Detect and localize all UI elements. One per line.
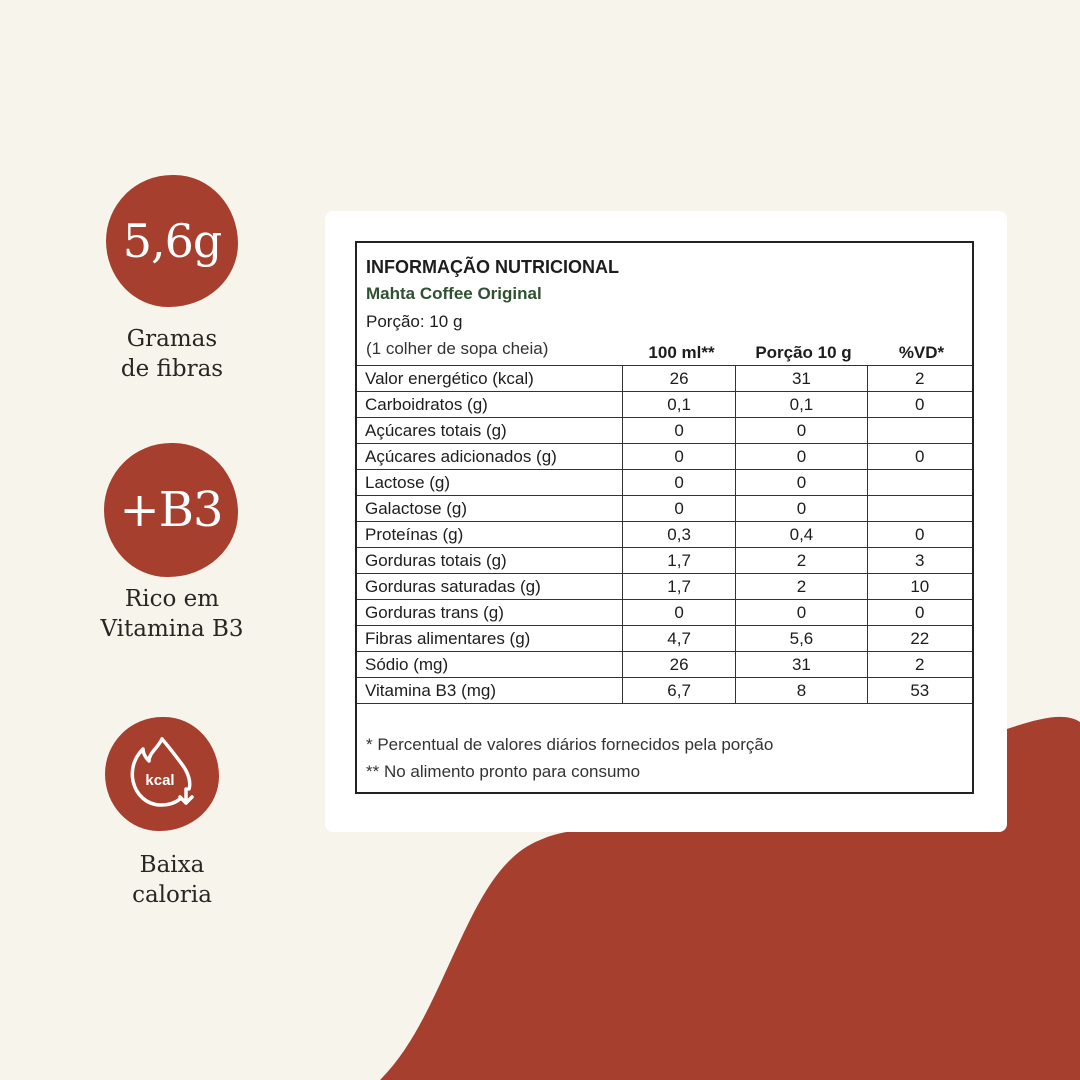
value-portion: 31 xyxy=(735,365,868,392)
value-100ml: 6,7 xyxy=(622,677,737,704)
table-row: Valor energético (kcal) 26 31 2 xyxy=(357,365,972,392)
column-header-vd: %VD* xyxy=(898,343,945,362)
nutrition-title: INFORMAÇÃO NUTRICIONAL xyxy=(366,257,619,277)
value-vd xyxy=(867,417,972,444)
nutrient-label: Açúcares totais (g) xyxy=(357,417,623,444)
table-row: Galactose (g) 0 0 xyxy=(357,495,972,522)
portion-measure: (1 colher de sopa cheia) xyxy=(366,339,549,358)
value-100ml: 26 xyxy=(622,365,737,392)
fiber-badge-value: 5,6g xyxy=(122,214,223,268)
nutrition-table: Valor energético (kcal) 26 31 2 Carboidratos… xyxy=(357,365,972,704)
value-vd: 2 xyxy=(867,365,972,392)
value-portion: 0,4 xyxy=(735,521,868,548)
table-row: Carboidratos (g) 0,1 0,1 0 xyxy=(357,391,972,418)
value-portion: 5,6 xyxy=(735,625,868,652)
nutrient-label: Gorduras totais (g) xyxy=(357,547,623,574)
table-row: Vitamina B3 (mg) 6,7 8 53 xyxy=(357,677,972,704)
table-row: Gorduras trans (g) 0 0 0 xyxy=(357,599,972,626)
flame-kcal-down-icon: kcal xyxy=(130,737,194,807)
value-vd: 53 xyxy=(867,677,972,704)
value-vd: 0 xyxy=(867,443,972,470)
fiber-badge: 5,6g xyxy=(106,175,238,307)
value-100ml: 0 xyxy=(622,417,737,444)
nutrient-label: Proteínas (g) xyxy=(357,521,623,548)
footnote-ready: ** No alimento pronto para consumo xyxy=(366,762,641,781)
b3-badge-value: +B3 xyxy=(119,482,223,538)
table-row: Lactose (g) 0 0 xyxy=(357,469,972,496)
value-vd: 3 xyxy=(867,547,972,574)
table-row: Açúcares adicionados (g) 0 0 0 xyxy=(357,443,972,470)
fiber-caption-line1: Gramas xyxy=(126,326,218,352)
value-100ml: 0 xyxy=(622,443,737,470)
nutrient-label: Valor energético (kcal) xyxy=(357,365,623,392)
value-portion: 2 xyxy=(735,573,868,600)
kcal-icon-text: kcal xyxy=(145,772,174,789)
value-portion: 0,1 xyxy=(735,391,868,418)
value-100ml: 1,7 xyxy=(622,547,737,574)
value-portion: 0 xyxy=(735,599,868,626)
value-100ml: 0 xyxy=(622,599,737,626)
value-portion: 0 xyxy=(735,417,868,444)
nutrition-card: INFORMAÇÃO NUTRICIONAL Mahta Coffee Orig… xyxy=(325,211,1007,832)
value-100ml: 0,1 xyxy=(622,391,737,418)
value-portion: 0 xyxy=(735,469,868,496)
fiber-caption-line2: de fibras xyxy=(120,356,224,382)
value-portion: 2 xyxy=(735,547,868,574)
portion-size: Porção: 10 g xyxy=(366,312,463,331)
value-100ml: 0 xyxy=(622,469,737,496)
footnote-vd: * Percentual de valores diários fornecid… xyxy=(366,735,774,754)
value-100ml: 0,3 xyxy=(622,521,737,548)
kcal-caption-line1: Baixa xyxy=(139,852,205,878)
value-portion: 8 xyxy=(735,677,868,704)
nutrient-label: Galactose (g) xyxy=(357,495,623,522)
table-row: Fibras alimentares (g) 4,7 5,6 22 xyxy=(357,625,972,652)
product-name: Mahta Coffee Original xyxy=(366,284,542,303)
column-header-portion: Porção 10 g xyxy=(755,343,852,362)
value-vd xyxy=(867,469,972,496)
b3-caption-line1: Rico em xyxy=(124,586,220,612)
value-100ml: 26 xyxy=(622,651,737,678)
value-vd: 0 xyxy=(867,521,972,548)
table-row: Gorduras totais (g) 1,7 2 3 xyxy=(357,547,972,574)
nutrient-label: Vitamina B3 (mg) xyxy=(357,677,623,704)
value-portion: 0 xyxy=(735,443,868,470)
value-vd: 22 xyxy=(867,625,972,652)
value-vd xyxy=(867,495,972,522)
value-portion: 0 xyxy=(735,495,868,522)
nutrient-label: Lactose (g) xyxy=(357,469,623,496)
value-vd: 0 xyxy=(867,391,972,418)
nutrient-label: Fibras alimentares (g) xyxy=(357,625,623,652)
b3-caption-line2: Vitamina B3 xyxy=(100,616,244,642)
nutrient-label: Sódio (mg) xyxy=(357,651,623,678)
b3-badge: +B3 xyxy=(104,443,238,577)
nutrient-label: Gorduras saturadas (g) xyxy=(357,573,623,600)
table-row: Açúcares totais (g) 0 0 xyxy=(357,417,972,444)
table-row: Gorduras saturadas (g) 1,7 2 10 xyxy=(357,573,972,600)
value-100ml: 1,7 xyxy=(622,573,737,600)
table-row: Proteínas (g) 0,3 0,4 0 xyxy=(357,521,972,548)
nutrition-table-box: INFORMAÇÃO NUTRICIONAL Mahta Coffee Orig… xyxy=(355,241,974,794)
table-row: Sódio (mg) 26 31 2 xyxy=(357,651,972,678)
value-vd: 2 xyxy=(867,651,972,678)
kcal-caption: Baixa caloria xyxy=(72,850,272,910)
value-100ml: 4,7 xyxy=(622,625,737,652)
value-vd: 10 xyxy=(867,573,972,600)
kcal-badge: kcal xyxy=(105,717,219,831)
kcal-caption-line2: caloria xyxy=(132,882,212,908)
nutrient-label: Açúcares adicionados (g) xyxy=(357,443,623,470)
nutrient-label: Carboidratos (g) xyxy=(357,391,623,418)
fiber-caption: Gramas de fibras xyxy=(72,324,272,384)
value-portion: 31 xyxy=(735,651,868,678)
value-100ml: 0 xyxy=(622,495,737,522)
b3-caption: Rico em Vitamina B3 xyxy=(72,584,272,644)
column-header-100ml: 100 ml** xyxy=(648,343,715,362)
nutrient-label: Gorduras trans (g) xyxy=(357,599,623,626)
value-vd: 0 xyxy=(867,599,972,626)
